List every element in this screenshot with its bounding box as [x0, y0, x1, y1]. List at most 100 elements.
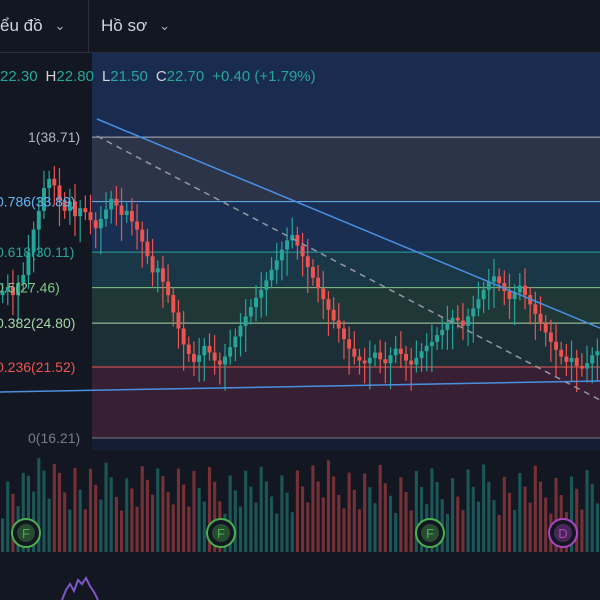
candle-body[interactable]	[140, 229, 145, 242]
candle-body[interactable]	[233, 336, 238, 348]
candle-body[interactable]	[367, 357, 372, 364]
candle-body[interactable]	[52, 178, 57, 186]
candle-body[interactable]	[440, 329, 445, 336]
candle-body[interactable]	[548, 332, 553, 342]
candle-body[interactable]	[502, 283, 507, 292]
candle-body[interactable]	[93, 220, 98, 229]
candle-body[interactable]	[217, 360, 222, 365]
candle-body[interactable]	[388, 355, 393, 364]
candle-body[interactable]	[109, 198, 114, 210]
candle-body[interactable]	[62, 200, 67, 211]
candle-body[interactable]	[316, 277, 321, 289]
candle-body[interactable]	[471, 308, 476, 317]
candle-body[interactable]	[378, 352, 383, 360]
candle-body[interactable]	[523, 285, 527, 296]
candle-body[interactable]	[259, 289, 264, 298]
candle-body[interactable]	[538, 313, 543, 324]
candle-body[interactable]	[10, 287, 15, 296]
candle-body[interactable]	[197, 355, 202, 362]
candle-body[interactable]	[238, 325, 243, 337]
candle-body[interactable]	[181, 328, 186, 345]
candle-body[interactable]	[450, 317, 455, 324]
candle-body[interactable]	[5, 287, 10, 292]
candle-body[interactable]	[305, 256, 310, 267]
candle-body[interactable]	[67, 201, 72, 211]
candle-body[interactable]	[466, 316, 471, 326]
candle-body[interactable]	[104, 209, 108, 219]
candle-body[interactable]	[78, 208, 83, 217]
candle-body[interactable]	[404, 353, 408, 361]
candle-body[interactable]	[264, 280, 269, 290]
candle-body[interactable]	[486, 281, 491, 290]
candle-body[interactable]	[554, 341, 558, 350]
candle-body[interactable]	[481, 289, 486, 300]
candle-body[interactable]	[579, 365, 584, 369]
candle-body[interactable]	[383, 359, 388, 364]
event-marker[interactable]: F	[415, 518, 445, 548]
candle-body[interactable]	[47, 178, 52, 189]
candle-body[interactable]	[279, 249, 284, 261]
candle-body[interactable]	[533, 304, 538, 314]
candle-body[interactable]	[285, 240, 290, 250]
profile-menu[interactable]: Hồ sơ ⌄	[88, 0, 211, 52]
candle-body[interactable]	[274, 260, 279, 270]
candle-body[interactable]	[290, 234, 295, 241]
candle-body[interactable]	[150, 256, 155, 273]
candle-body[interactable]	[326, 299, 331, 310]
candle-body[interactable]	[300, 245, 305, 257]
candle-body[interactable]	[223, 356, 227, 365]
trendline-lower[interactable]	[0, 380, 600, 393]
candle-body[interactable]	[114, 198, 119, 206]
candle-body[interactable]	[445, 323, 450, 330]
candle-body[interactable]	[362, 360, 367, 364]
candle-body[interactable]	[419, 351, 424, 358]
candle-body[interactable]	[409, 360, 414, 365]
candle-body[interactable]	[455, 317, 460, 321]
candle-body[interactable]	[155, 268, 160, 273]
candle-body[interactable]	[171, 295, 176, 313]
candle-body[interactable]	[517, 285, 522, 293]
candle-body[interactable]	[574, 357, 579, 366]
candle-body[interactable]	[424, 345, 429, 352]
candle-body[interactable]	[36, 210, 41, 230]
candle-body[interactable]	[88, 212, 93, 221]
candle-body[interactable]	[507, 291, 512, 300]
candle-body[interactable]	[435, 335, 440, 342]
candle-body[interactable]	[248, 307, 253, 317]
candle-body[interactable]	[129, 210, 134, 222]
candle-body[interactable]	[595, 351, 600, 356]
candle-body[interactable]	[119, 205, 124, 215]
candle-body[interactable]	[0, 291, 5, 296]
candle-body[interactable]	[569, 357, 574, 362]
candle-body[interactable]	[269, 269, 274, 281]
candle-body[interactable]	[331, 309, 336, 321]
candle-body[interactable]	[160, 268, 165, 282]
candle-body[interactable]	[202, 345, 207, 356]
candle-body[interactable]	[512, 292, 517, 300]
candle-body[interactable]	[321, 288, 326, 300]
candle-body[interactable]	[352, 348, 357, 357]
candle-body[interactable]	[347, 339, 352, 349]
candle-body[interactable]	[476, 299, 481, 309]
candle-body[interactable]	[559, 349, 564, 357]
candle-body[interactable]	[83, 208, 88, 213]
candle-body[interactable]	[585, 363, 590, 369]
candle-body[interactable]	[393, 348, 398, 356]
candle-body[interactable]	[429, 341, 434, 346]
candle-body[interactable]	[243, 316, 248, 326]
candle-body[interactable]	[21, 275, 26, 284]
candle-body[interactable]	[373, 352, 377, 358]
event-marker[interactable]: D	[548, 518, 578, 548]
candle-body[interactable]	[228, 347, 233, 357]
candle-body[interactable]	[460, 320, 465, 326]
candle-body[interactable]	[176, 312, 181, 329]
candle-body[interactable]	[98, 218, 103, 229]
event-marker[interactable]: F	[206, 518, 236, 548]
candle-body[interactable]	[42, 188, 46, 211]
candle-body[interactable]	[357, 356, 362, 361]
candle-body[interactable]	[31, 229, 36, 253]
candle-body[interactable]	[254, 297, 258, 308]
candle-body[interactable]	[16, 283, 21, 296]
candle-body[interactable]	[186, 344, 191, 354]
